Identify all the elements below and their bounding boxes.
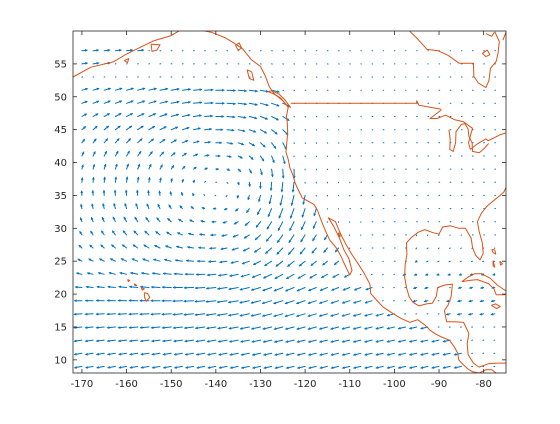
wind-vector	[438, 248, 439, 249]
y-tick-label: 10	[54, 355, 67, 366]
x-tick-label: -80	[476, 379, 492, 390]
y-tick-label: 20	[54, 290, 67, 301]
wind-vector	[449, 261, 450, 262]
x-tick-label: -90	[431, 379, 447, 390]
wind-vector	[204, 195, 205, 196]
y-tick-label: 45	[54, 125, 67, 136]
wind-vector	[427, 248, 428, 249]
hispaniola	[506, 295, 509, 307]
wind-vector	[226, 195, 227, 196]
x-tick-label: -150	[160, 379, 183, 390]
y-tick-label: 30	[54, 224, 67, 235]
wind-vector	[438, 261, 439, 262]
y-tick-label: 25	[54, 257, 67, 268]
wind-vector	[461, 248, 462, 249]
axes-background	[73, 31, 506, 373]
x-tick-label: -130	[249, 379, 272, 390]
y-tick-label: 15	[54, 322, 67, 333]
wind-vector	[450, 248, 451, 249]
wind-vector	[227, 182, 228, 183]
x-tick-label: -120	[294, 379, 317, 390]
y-tick-label: 35	[54, 191, 67, 202]
x-tick-label: -100	[383, 379, 406, 390]
x-tick-label: -140	[204, 379, 227, 390]
y-tick-label: 40	[54, 158, 67, 169]
x-tick-label: -110	[338, 379, 361, 390]
x-tick-label: -170	[71, 379, 94, 390]
x-tick-label: -160	[115, 379, 138, 390]
wind-vector	[205, 181, 206, 182]
wind-vector	[416, 248, 417, 249]
wind-vector	[427, 261, 428, 262]
y-tick-label: 50	[54, 92, 67, 103]
y-tick-label: 55	[54, 59, 67, 70]
wind-vector	[460, 261, 461, 262]
